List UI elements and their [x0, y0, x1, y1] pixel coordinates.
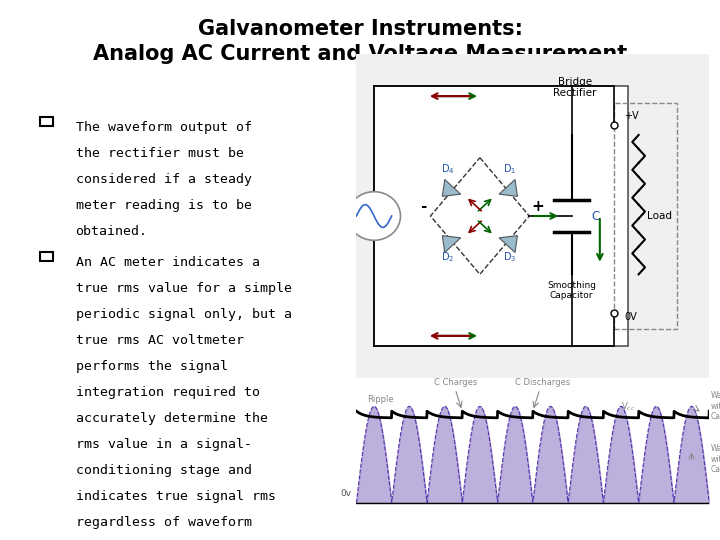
Text: 0V: 0V [624, 312, 637, 322]
Text: performs the signal: performs the signal [76, 360, 228, 373]
Text: indicates true signal rms: indicates true signal rms [76, 490, 276, 503]
Polygon shape [442, 235, 461, 253]
Text: Ripple: Ripple [367, 395, 394, 403]
FancyBboxPatch shape [40, 117, 53, 126]
Text: V$_{cc}$: V$_{cc}$ [621, 400, 635, 413]
Text: C Charges: C Charges [434, 378, 477, 387]
FancyBboxPatch shape [356, 54, 709, 378]
Text: periodic signal only, but a: periodic signal only, but a [76, 308, 292, 321]
Text: C Discharges: C Discharges [516, 378, 570, 387]
Text: +V: +V [624, 111, 639, 121]
Text: D$_1$: D$_1$ [503, 162, 516, 176]
Text: An AC meter indicates a: An AC meter indicates a [76, 256, 260, 269]
Text: true rms AC voltmeter: true rms AC voltmeter [76, 334, 243, 347]
FancyBboxPatch shape [40, 252, 53, 261]
Text: D$_4$: D$_4$ [441, 162, 454, 176]
Bar [614, 103, 678, 329]
Text: Waveform
with
Capacitor: Waveform with Capacitor [711, 392, 720, 421]
Text: obtained.: obtained. [76, 225, 148, 238]
Text: +: + [531, 199, 544, 214]
Text: 0v: 0v [340, 489, 351, 498]
Text: the rectifier must be: the rectifier must be [76, 147, 243, 160]
Polygon shape [442, 179, 461, 197]
Text: conditioning stage and: conditioning stage and [76, 464, 251, 477]
Text: integration required to: integration required to [76, 386, 260, 399]
Text: true rms value for a simple: true rms value for a simple [76, 282, 292, 295]
Text: considered if a steady: considered if a steady [76, 173, 251, 186]
Text: -: - [420, 199, 427, 214]
Text: D$_3$: D$_3$ [503, 249, 516, 264]
Text: Galvanometer Instruments:
Analog AC Current and Voltage Measurement: Galvanometer Instruments: Analog AC Curr… [93, 19, 627, 64]
Bar [374, 86, 628, 346]
Text: The waveform output of: The waveform output of [76, 122, 251, 134]
Text: Load: Load [647, 211, 672, 221]
Text: Waveform
without
Capacitor: Waveform without Capacitor [711, 444, 720, 474]
Text: meter reading is to be: meter reading is to be [76, 199, 251, 212]
Polygon shape [499, 179, 518, 197]
Text: accurately determine the: accurately determine the [76, 412, 268, 425]
Text: D$_2$: D$_2$ [441, 249, 454, 264]
Text: regardless of waveform: regardless of waveform [76, 516, 251, 529]
Circle shape [348, 192, 400, 240]
Text: rms value in a signal-: rms value in a signal- [76, 438, 251, 451]
Text: C: C [591, 210, 599, 222]
Text: Smoothing
Capacitor: Smoothing Capacitor [547, 281, 596, 300]
Polygon shape [499, 235, 518, 253]
Text: Bridge
Rectifier: Bridge Rectifier [554, 77, 597, 98]
